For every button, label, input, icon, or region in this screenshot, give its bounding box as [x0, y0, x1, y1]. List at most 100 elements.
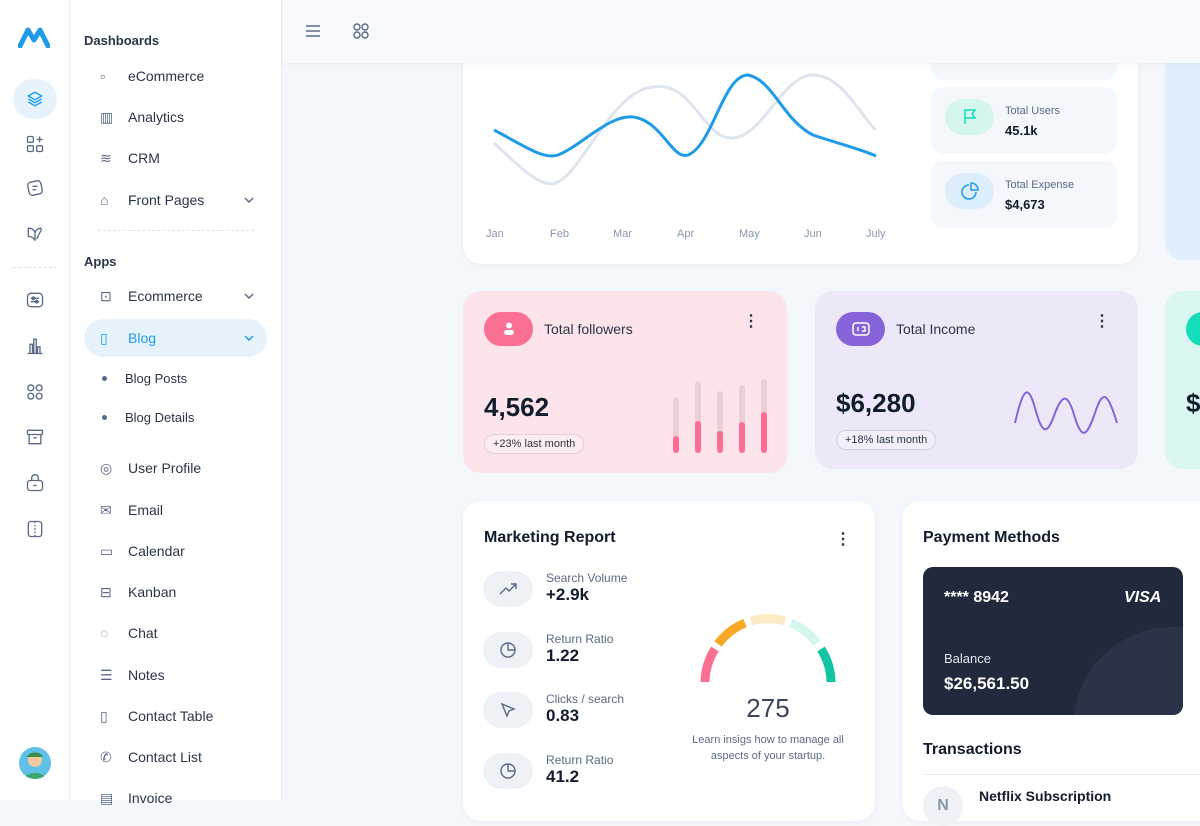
sidebar-item-front-pages[interactable]: ⌂ Front Pages: [84, 181, 267, 219]
grid-icon[interactable]: [13, 372, 57, 412]
pie-icon: [483, 632, 533, 668]
total-followers-card: Total followers ⋮ 4,562 +23% last month: [463, 291, 787, 473]
layout-icon: ▯: [100, 329, 108, 346]
sidebar-subitem-blog-details[interactable]: Blog Details: [102, 410, 194, 425]
more-vertical-icon[interactable]: ⋮: [835, 531, 851, 548]
bullet-icon: [102, 415, 107, 420]
sidebar-item-label: Blog Details: [125, 410, 195, 425]
sidebar-item-kanban[interactable]: ⊟ Kanban: [84, 573, 267, 611]
bar-track: [695, 381, 701, 453]
followers-bar-chart: [673, 379, 773, 453]
section-dashboards: Dashboards: [84, 33, 160, 48]
visa-logo: VISA: [1124, 589, 1162, 606]
cursor-icon: [483, 692, 533, 728]
gauge-chart: [700, 614, 836, 683]
bar-track: [717, 391, 723, 453]
mini-stat-total-users: Total Users 45.1k: [931, 87, 1117, 154]
sidebar-item-user-profile[interactable]: ◎ User Profile: [84, 449, 267, 487]
bar: [673, 436, 679, 453]
users-icon: [484, 312, 533, 346]
sidebar-item-label: eCommerce: [128, 68, 205, 84]
sidebar-item-label: Calendar: [128, 543, 185, 559]
logo-icon: [18, 27, 50, 48]
sidebar-item-ecommerce[interactable]: ▫ eCommerce: [84, 57, 267, 95]
card-title: Total Income: [896, 321, 976, 337]
sidebar-item-label: Chat: [128, 625, 158, 641]
gauge-segment: [714, 618, 747, 647]
calendar-icon: ▭: [100, 542, 114, 559]
sidebar-item-label: Kanban: [128, 584, 177, 600]
chevron-down-icon: [243, 193, 255, 209]
metric-value: 0.83: [546, 706, 580, 725]
transaction-avatar: N: [923, 786, 963, 826]
apps-icon[interactable]: [352, 22, 370, 45]
metric-label: Clicks / search: [546, 692, 625, 706]
layers-icon: ≋: [100, 149, 112, 166]
sidebar-item-notes[interactable]: ☰ Notes: [84, 656, 267, 694]
apps-plus-icon[interactable]: [13, 124, 57, 164]
metric-label: Search Volume: [546, 571, 628, 585]
gauge-segment: [749, 614, 787, 626]
archive-icon[interactable]: [13, 417, 57, 457]
sidebar-subitem-blog-posts[interactable]: Blog Posts: [102, 371, 187, 386]
marketing-report-card: Marketing Report ⋮ Search Volume +2.9k Re…: [463, 501, 875, 821]
menu-icon[interactable]: [304, 22, 322, 45]
sidebar-item-calendar[interactable]: ▭ Calendar: [84, 532, 267, 570]
columns-icon[interactable]: [13, 509, 57, 549]
sidebar-item-label: Ecommerce: [128, 288, 203, 304]
credit-card[interactable]: **** 8942 VISA Balance $26,561.50: [923, 567, 1183, 715]
trending-up-icon: [483, 571, 533, 607]
apps-icon: ▫: [100, 68, 105, 84]
metric-value: +2.9k: [546, 585, 590, 604]
sidebar-item-app-ecommerce[interactable]: ⊡ Ecommerce: [84, 277, 267, 315]
sidebar-item-analytics[interactable]: ▥ Analytics: [84, 98, 267, 136]
phone-call-icon: ✆: [100, 748, 112, 765]
x-tick: Feb: [550, 228, 569, 240]
card-value: $6,280: [836, 388, 916, 418]
sidebar-item-chat[interactable]: ◌ Chat: [84, 614, 267, 652]
book-icon[interactable]: [13, 214, 57, 254]
more-vertical-icon[interactable]: ⋮: [743, 313, 759, 330]
lock-bag-icon[interactable]: [13, 463, 57, 503]
sidebar-item-label: Contact List: [128, 749, 202, 765]
user-avatar[interactable]: [19, 747, 51, 779]
bar: [739, 422, 745, 453]
sidebar-item-label: Front Pages: [128, 192, 205, 208]
sidebar-item-contact-table[interactable]: ▯ Contact Table: [84, 697, 267, 735]
metric-label: Return Ratio: [546, 632, 614, 646]
stat-label: Total Expense: [1005, 179, 1075, 191]
sidebar-item-label: Blog Posts: [125, 371, 188, 386]
sidebar-item-label: Email: [128, 502, 164, 518]
bar-chart-icon[interactable]: [13, 326, 57, 366]
mail-icon: ✉: [100, 501, 112, 518]
total-income-card: Total Income ⋮ $6,280 +18% last month: [815, 291, 1138, 469]
sliders-icon[interactable]: [13, 280, 57, 320]
gauge-segment: [700, 646, 719, 683]
sidebar-item-blog[interactable]: ▯ Blog: [84, 319, 267, 357]
notes-icon: ☰: [100, 666, 113, 683]
series-secondary-line: [492, 73, 878, 186]
bar: [761, 412, 767, 453]
x-tick: Jun: [804, 228, 822, 240]
metric-value: 41.2: [546, 767, 580, 786]
notes-icon[interactable]: [13, 168, 57, 208]
layers-icon[interactable]: [13, 79, 57, 119]
flag-icon: [945, 99, 994, 135]
sidebar-item-email[interactable]: ✉ Email: [84, 491, 267, 529]
sidebar-item-label: Analytics: [128, 109, 185, 125]
wallet-icon: [836, 312, 885, 346]
card-value: $: [1186, 388, 1200, 418]
transactions-title: Transactions: [923, 741, 1022, 758]
icon-rail: [0, 0, 70, 800]
kanban-icon: ⊟: [100, 583, 112, 600]
sidebar-item-crm[interactable]: ≋ CRM: [84, 139, 267, 177]
sidebar-item-invoice[interactable]: ▤ Invoice: [84, 779, 267, 817]
third-stat-card: $: [1165, 291, 1200, 469]
card-decoration: [1073, 627, 1183, 715]
change-badge: +23% last month: [484, 434, 585, 454]
more-vertical-icon[interactable]: ⋮: [1094, 313, 1110, 330]
payment-methods-card: Payment Methods **** 8942 VISA Balance $…: [902, 501, 1200, 826]
chevron-down-icon: [243, 331, 255, 347]
sidebar-item-contact-list[interactable]: ✆ Contact List: [84, 738, 267, 776]
balance-label: Balance: [944, 651, 991, 666]
